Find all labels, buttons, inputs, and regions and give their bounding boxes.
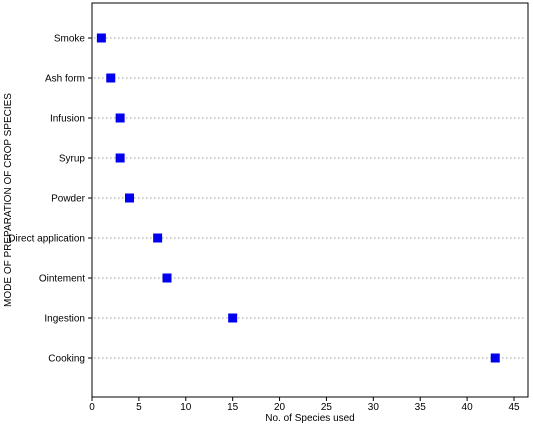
data-point [96, 33, 106, 43]
plot-frame [91, 2, 529, 398]
x-tick-label: 25 [321, 402, 333, 413]
category-label: Ingestion [44, 314, 85, 325]
data-point [106, 73, 116, 83]
data-point [115, 153, 125, 163]
x-tick-label: 45 [508, 402, 520, 413]
x-axis-title: No. of Species used [265, 413, 355, 424]
x-tick-label: 15 [227, 402, 239, 413]
category-labels: Smoke Ash form Infusion Syrup Powder Direct a… [8, 34, 92, 365]
data-point [125, 193, 135, 203]
grid-lines [94, 37, 524, 359]
data-point [162, 273, 172, 283]
x-tick-label: 10 [180, 402, 192, 413]
x-tick-label: 40 [462, 402, 474, 413]
x-tick-label: 0 [89, 402, 95, 413]
data-point [153, 233, 163, 243]
category-label: Ash form [45, 74, 85, 85]
data-point [228, 313, 238, 323]
x-tick-label: 30 [368, 402, 380, 413]
x-tick-label: 5 [136, 402, 142, 413]
category-label: Infusion [50, 114, 85, 125]
category-label: Syrup [59, 154, 86, 165]
category-label: Ointement [39, 274, 85, 285]
data-markers [96, 33, 500, 363]
data-point [490, 353, 500, 363]
category-label: Direct application [8, 234, 85, 245]
data-point [115, 113, 125, 123]
category-label: Powder [51, 194, 86, 205]
category-label: Cooking [48, 354, 85, 365]
category-label: Smoke [54, 34, 86, 45]
x-tick-label: 20 [274, 402, 286, 413]
x-axis-ticks: 0 5 10 15 20 25 30 35 40 45 [89, 397, 520, 413]
x-tick-label: 35 [415, 402, 427, 413]
y-axis-title: MODE OF PREPARATION OF CROP SPECIES [3, 93, 14, 307]
